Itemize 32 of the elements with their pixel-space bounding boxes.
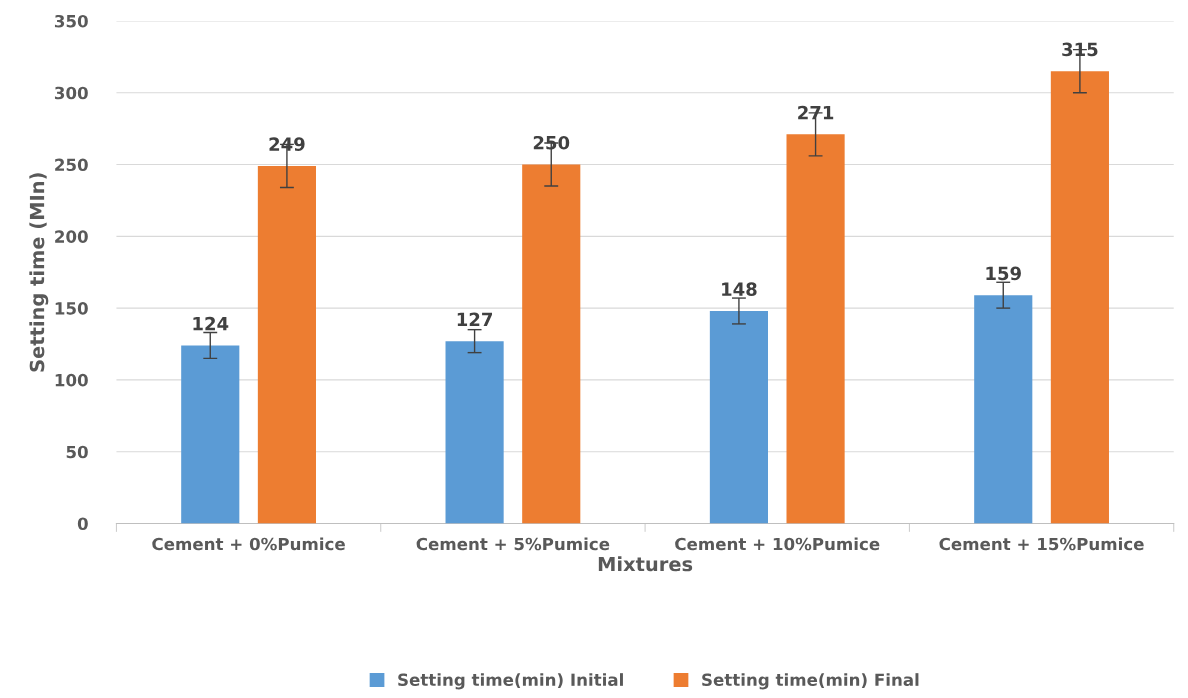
bar [974, 295, 1033, 524]
y-tick-label: 0 [77, 517, 88, 531]
bar [709, 310, 768, 524]
x-axis-title: Mixtures [598, 556, 693, 572]
y-tick-label: 300 [54, 86, 88, 100]
x-tick-label: Cement + 5%Pumice [416, 537, 610, 551]
y-axis-title: Setting time (MIn) [29, 173, 49, 372]
bar [786, 134, 845, 524]
legend-label: Setting time(min) Final [702, 673, 919, 690]
data-label: 249 [269, 137, 305, 151]
y-tick-label: 350 [54, 14, 88, 28]
data-label: 271 [798, 105, 834, 120]
data-label: 250 [533, 135, 570, 150]
y-tick-label: 250 [55, 158, 88, 172]
legend-label: Setting time(min) Initial [398, 673, 623, 690]
bar [257, 165, 316, 524]
data-label: 127 [457, 312, 492, 326]
data-label: 124 [193, 316, 229, 331]
bar [522, 164, 581, 524]
x-tick-label: Cement + 10%Pumice [675, 537, 880, 551]
x-tick-label: Cement + 15%Pumice [939, 537, 1144, 551]
y-tick-label: 50 [66, 445, 88, 459]
data-label: 148 [722, 282, 757, 296]
y-tick-label: 100 [55, 373, 88, 387]
data-label: 315 [1062, 42, 1098, 57]
bar [1050, 71, 1109, 524]
x-tick-label: Cement + 0%Pumice [152, 537, 345, 551]
data-label: 159 [986, 266, 1021, 281]
y-tick-label: 150 [55, 302, 88, 315]
bar [181, 345, 240, 524]
y-tick-label: 200 [55, 230, 88, 243]
bar [445, 341, 504, 524]
